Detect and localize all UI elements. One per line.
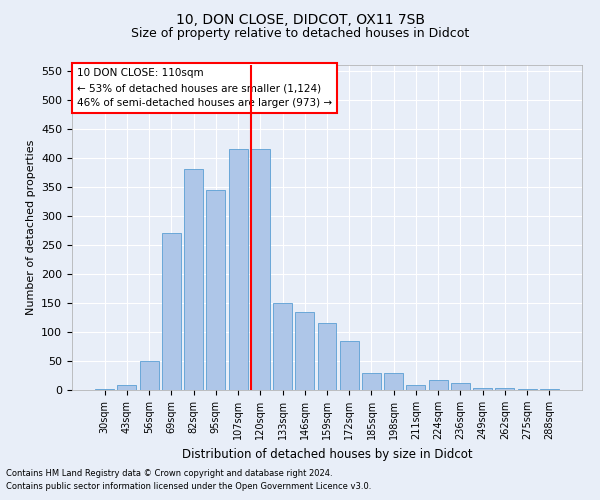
Text: Contains public sector information licensed under the Open Government Licence v3: Contains public sector information licen…	[6, 482, 371, 491]
Bar	[229, 149, 248, 390]
Bar	[206, 190, 225, 390]
Bar	[317, 324, 337, 390]
Bar	[295, 312, 314, 390]
Bar	[162, 234, 181, 390]
Text: Size of property relative to detached houses in Didcot: Size of property relative to detached ho…	[131, 28, 469, 40]
Bar	[496, 388, 514, 390]
Bar	[451, 383, 470, 390]
Bar	[273, 303, 292, 390]
Text: 10, DON CLOSE, DIDCOT, OX11 7SB: 10, DON CLOSE, DIDCOT, OX11 7SB	[176, 12, 425, 26]
X-axis label: Distribution of detached houses by size in Didcot: Distribution of detached houses by size …	[182, 448, 472, 460]
Bar	[384, 372, 403, 390]
Y-axis label: Number of detached properties: Number of detached properties	[26, 140, 35, 315]
Bar	[251, 149, 270, 390]
Bar	[518, 389, 536, 390]
Bar	[362, 372, 381, 390]
Bar	[406, 386, 425, 390]
Bar	[118, 386, 136, 390]
Text: 10 DON CLOSE: 110sqm
← 53% of detached houses are smaller (1,124)
46% of semi-de: 10 DON CLOSE: 110sqm ← 53% of detached h…	[77, 68, 332, 108]
Text: Contains HM Land Registry data © Crown copyright and database right 2024.: Contains HM Land Registry data © Crown c…	[6, 468, 332, 477]
Bar	[340, 340, 359, 390]
Bar	[140, 361, 158, 390]
Bar	[429, 380, 448, 390]
Bar	[473, 388, 492, 390]
Bar	[184, 170, 203, 390]
Bar	[95, 389, 114, 390]
